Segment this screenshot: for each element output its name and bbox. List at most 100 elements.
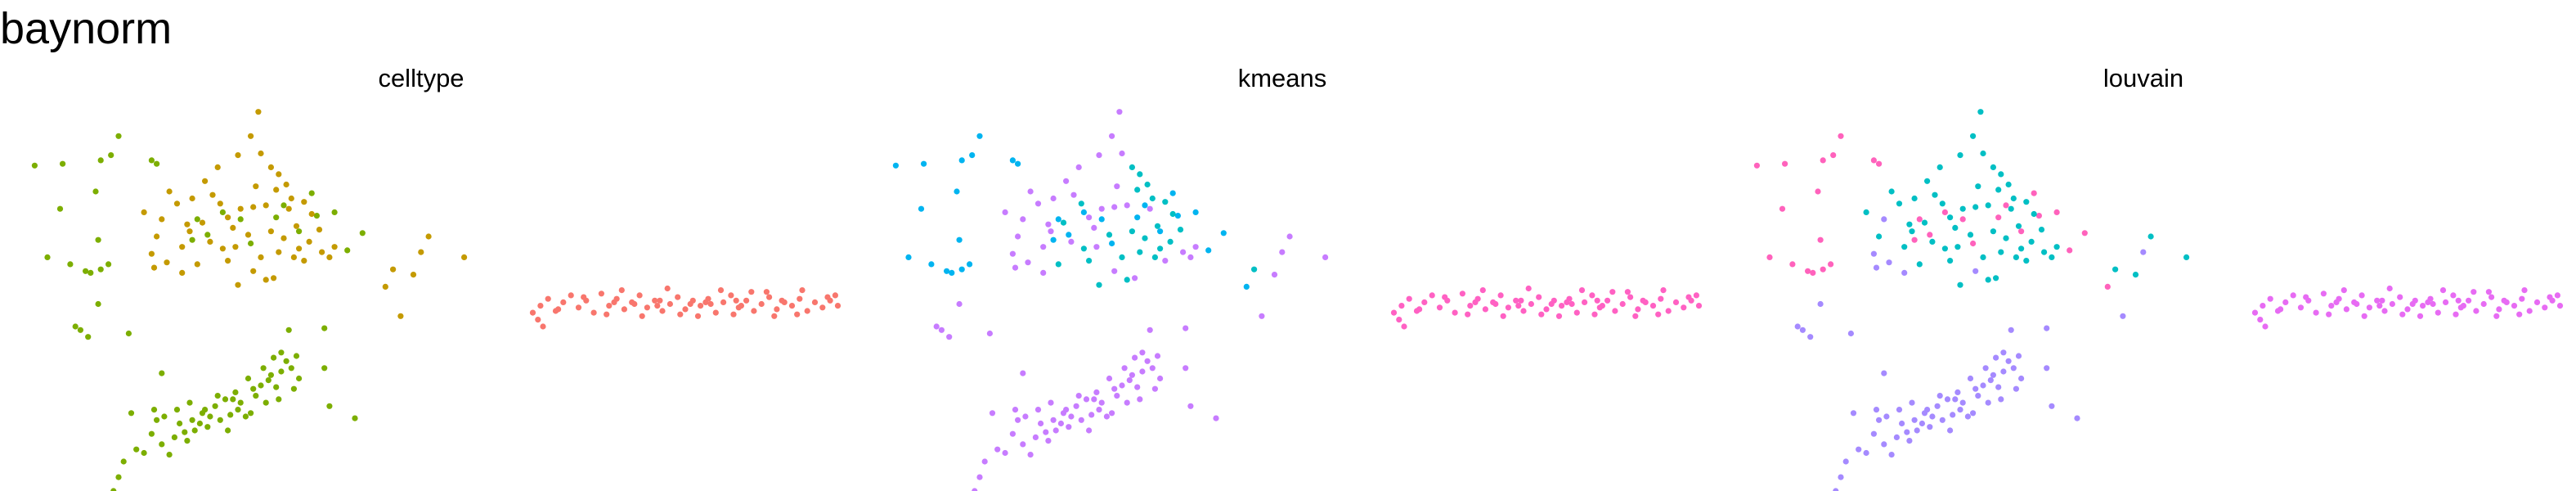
scatter-point	[1066, 424, 1072, 430]
scatter-point	[1137, 171, 1143, 178]
scatter-point	[1080, 246, 1087, 252]
scatter-point	[1137, 249, 1143, 255]
scatter-point	[2354, 300, 2360, 308]
scatter-point	[253, 183, 259, 190]
scatter-point	[969, 152, 976, 159]
scatter-point	[771, 313, 778, 319]
scatter-point	[204, 424, 211, 430]
scatter-point	[271, 354, 277, 361]
scatter-point	[1838, 133, 1844, 139]
scatter-point	[1174, 213, 1181, 219]
scatter-point	[1954, 244, 1961, 250]
scatter-point	[1045, 438, 1052, 444]
scatter-point	[2313, 309, 2319, 316]
scatter-point	[1144, 358, 1151, 364]
scatter-point	[235, 407, 241, 413]
scatter-point	[675, 294, 681, 300]
scatter-point	[1482, 306, 1488, 313]
scatter-point	[2257, 317, 2264, 323]
scatter-point	[2455, 297, 2462, 304]
scatter-point	[331, 244, 338, 250]
scatter-point	[280, 202, 287, 209]
scatter-point	[1452, 309, 1458, 316]
scatter-point	[2049, 403, 2055, 409]
scatter-point	[1990, 228, 1996, 235]
scatter-point	[1027, 452, 1034, 458]
scatter-point	[182, 429, 188, 435]
scatter-point	[397, 313, 404, 319]
scatter-point	[804, 308, 810, 314]
scatter-point	[273, 187, 280, 193]
scatter-point	[1060, 219, 1067, 226]
scatter-point	[1098, 216, 1105, 223]
scatter-point	[306, 238, 312, 245]
scatter-point	[148, 250, 155, 257]
scatter-point	[1972, 204, 1979, 210]
scatter-point	[133, 446, 140, 453]
scatter-point	[1916, 216, 1923, 223]
scatter-point	[763, 289, 770, 295]
scatter-point	[2044, 325, 2050, 331]
scatter-point	[1619, 300, 1626, 308]
scatter-point	[1578, 287, 1586, 294]
scatter-point	[265, 377, 272, 384]
scatter-point	[290, 254, 297, 260]
scatter-point	[1998, 396, 2004, 403]
scatter-point	[1952, 396, 1959, 403]
scatter-point	[128, 410, 135, 417]
scatter-point	[730, 311, 737, 318]
scatter-point	[938, 327, 945, 333]
scatter-point	[1055, 261, 1061, 268]
scatter-point	[1436, 304, 1443, 311]
scatter-point	[1870, 250, 1877, 257]
scatter-point	[225, 214, 231, 221]
scatter-point	[1957, 282, 1963, 288]
scatter-point	[67, 261, 74, 268]
scatter-point	[267, 164, 274, 170]
scatter-point	[173, 407, 181, 413]
scatter-point	[1121, 365, 1128, 372]
scatter-point	[235, 282, 241, 288]
scatter-point	[1088, 412, 1095, 418]
scatter-point	[276, 249, 282, 255]
scatter-point	[2003, 202, 2009, 209]
scatter-point	[1162, 258, 1169, 264]
scatter-point	[766, 294, 773, 300]
scatter-point	[293, 223, 300, 229]
scatter-point	[278, 368, 285, 375]
scatter-point	[1187, 254, 1194, 260]
facet-panel-celltype: celltype	[31, 64, 841, 491]
scatter-point	[664, 285, 671, 292]
scatter-point	[285, 205, 292, 212]
scatter-point	[989, 410, 996, 417]
scatter-point	[273, 384, 280, 390]
scatter-point	[204, 232, 211, 238]
scatter-point	[237, 216, 244, 223]
scatter-point	[1982, 365, 1989, 372]
scatter-point	[410, 272, 417, 278]
scatter-point	[666, 300, 674, 308]
scatter-point	[956, 236, 963, 243]
scatter-point	[179, 269, 186, 276]
scatter-point	[1183, 325, 1189, 331]
scatter-point	[2554, 292, 2560, 299]
scatter-point	[1390, 309, 1398, 316]
scatter-point	[1779, 205, 1786, 212]
scatter-point	[1022, 413, 1029, 420]
scatter-point	[77, 327, 83, 333]
scatter-point	[1442, 294, 1448, 300]
scatter-point	[799, 287, 806, 294]
scatter-point	[1154, 353, 1161, 359]
scatter-point	[166, 452, 173, 458]
scatter-point	[1863, 209, 1869, 215]
scatter-point	[1632, 313, 1639, 319]
scatter-point	[811, 299, 819, 305]
scatter-point	[2439, 287, 2447, 294]
scatter-point	[2005, 181, 2012, 188]
scatter-point	[125, 330, 132, 337]
scatter-point	[1995, 187, 2002, 193]
scatter-point	[255, 109, 262, 115]
scatter-point	[1640, 297, 1646, 304]
scatter-point	[1398, 303, 1405, 309]
scatter-point	[560, 299, 567, 305]
